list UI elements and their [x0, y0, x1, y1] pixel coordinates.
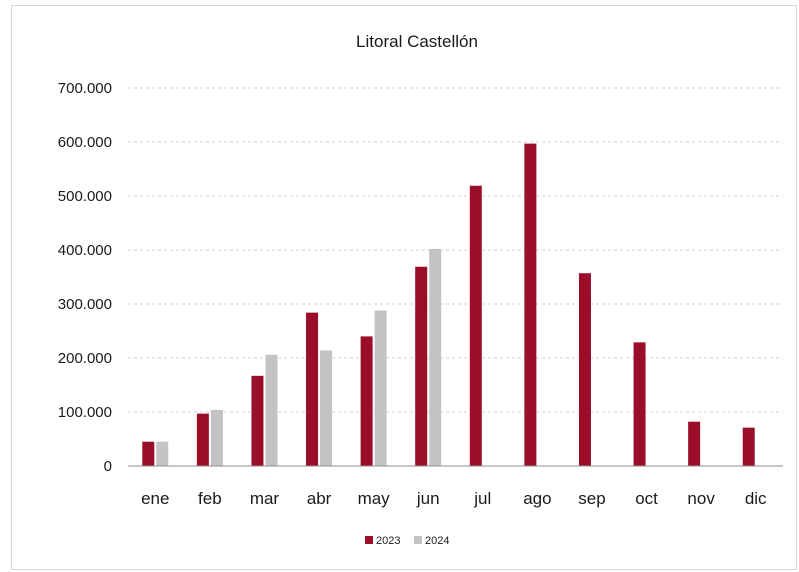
bar-2023-jul	[469, 185, 482, 467]
y-axis-ticks: 0 100.000 200.000 300.000 400.000 500.000 600.…	[58, 80, 112, 475]
x-tick-label: ene	[141, 489, 169, 508]
x-tick-label: oct	[635, 489, 658, 508]
bar-2024-may	[374, 310, 387, 466]
bar-2024-ene	[156, 441, 169, 466]
legend-swatch-2023	[365, 536, 373, 544]
x-tick-label: ago	[523, 489, 551, 508]
x-tick-label: jun	[416, 489, 440, 508]
y-tick-label: 300.000	[58, 296, 112, 313]
chart-title: Litoral Castellón	[356, 32, 478, 51]
y-tick-label: 500.000	[58, 188, 112, 205]
x-tick-label: feb	[198, 489, 222, 508]
legend-label: 2023	[376, 535, 400, 547]
y-tick-label: 0	[104, 458, 112, 475]
bar-2023-nov	[688, 421, 701, 466]
legend-label: 2024	[425, 535, 449, 547]
x-tick-label: abr	[307, 489, 332, 508]
y-tick-label: 100.000	[58, 404, 112, 421]
x-tick-label: may	[358, 489, 391, 508]
bar-2023-ene	[142, 441, 155, 466]
x-tick-label: mar	[250, 489, 280, 508]
bars	[142, 143, 755, 467]
bar-2023-may	[360, 336, 373, 466]
bar-2024-jun	[429, 248, 442, 466]
bar-2024-feb	[210, 409, 223, 466]
legend: 2023 2024	[365, 535, 449, 547]
bar-2024-abr	[320, 350, 333, 466]
bar-2023-ago	[524, 143, 537, 466]
chart-frame	[11, 5, 797, 570]
bar-2023-abr	[306, 312, 319, 466]
bar-2023-jun	[415, 266, 428, 466]
x-tick-label: jul	[473, 489, 491, 508]
bar-2023-mar	[251, 375, 264, 466]
x-axis-ticks: ene feb mar abr may jun jul ago sep oct nov dic	[141, 489, 767, 508]
gridlines	[128, 87, 783, 413]
y-tick-label: 200.000	[58, 350, 112, 367]
bar-2023-oct	[633, 342, 646, 466]
bar-2023-sep	[578, 273, 591, 466]
y-tick-label: 400.000	[58, 242, 112, 259]
y-tick-label: 600.000	[58, 134, 112, 151]
x-tick-label: nov	[687, 489, 715, 508]
bar-2024-mar	[265, 354, 278, 466]
bar-2023-dic	[742, 427, 755, 466]
bar-2023-feb	[196, 413, 209, 466]
legend-swatch-2024	[414, 536, 422, 544]
x-tick-label: sep	[578, 489, 605, 508]
y-tick-label: 700.000	[58, 80, 112, 97]
x-tick-label: dic	[745, 489, 767, 508]
